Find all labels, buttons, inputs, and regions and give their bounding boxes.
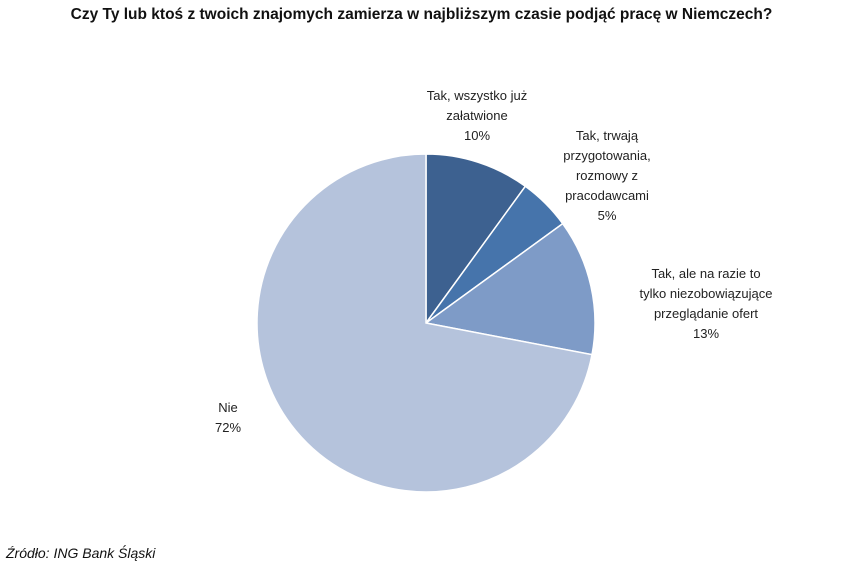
data-label-1: Tak, trwają przygotowania, rozmowy z pracod… bbox=[563, 128, 650, 223]
data-label-3: Nie 72% bbox=[215, 400, 241, 435]
source-note: Źródło: ING Bank Śląski bbox=[6, 545, 156, 561]
pie-slice-2 bbox=[424, 222, 596, 356]
data-label-2: Tak, ale na razie to tylko niezobowiązują… bbox=[640, 266, 773, 341]
chart-title: Czy Ty lub ktoś z twoich znajomych zamie… bbox=[70, 6, 773, 23]
pie-slice-0 bbox=[425, 153, 527, 326]
data-label-0: Tak, wszystko już załatwione 10% bbox=[427, 88, 527, 143]
pie-slice-3 bbox=[256, 153, 593, 493]
